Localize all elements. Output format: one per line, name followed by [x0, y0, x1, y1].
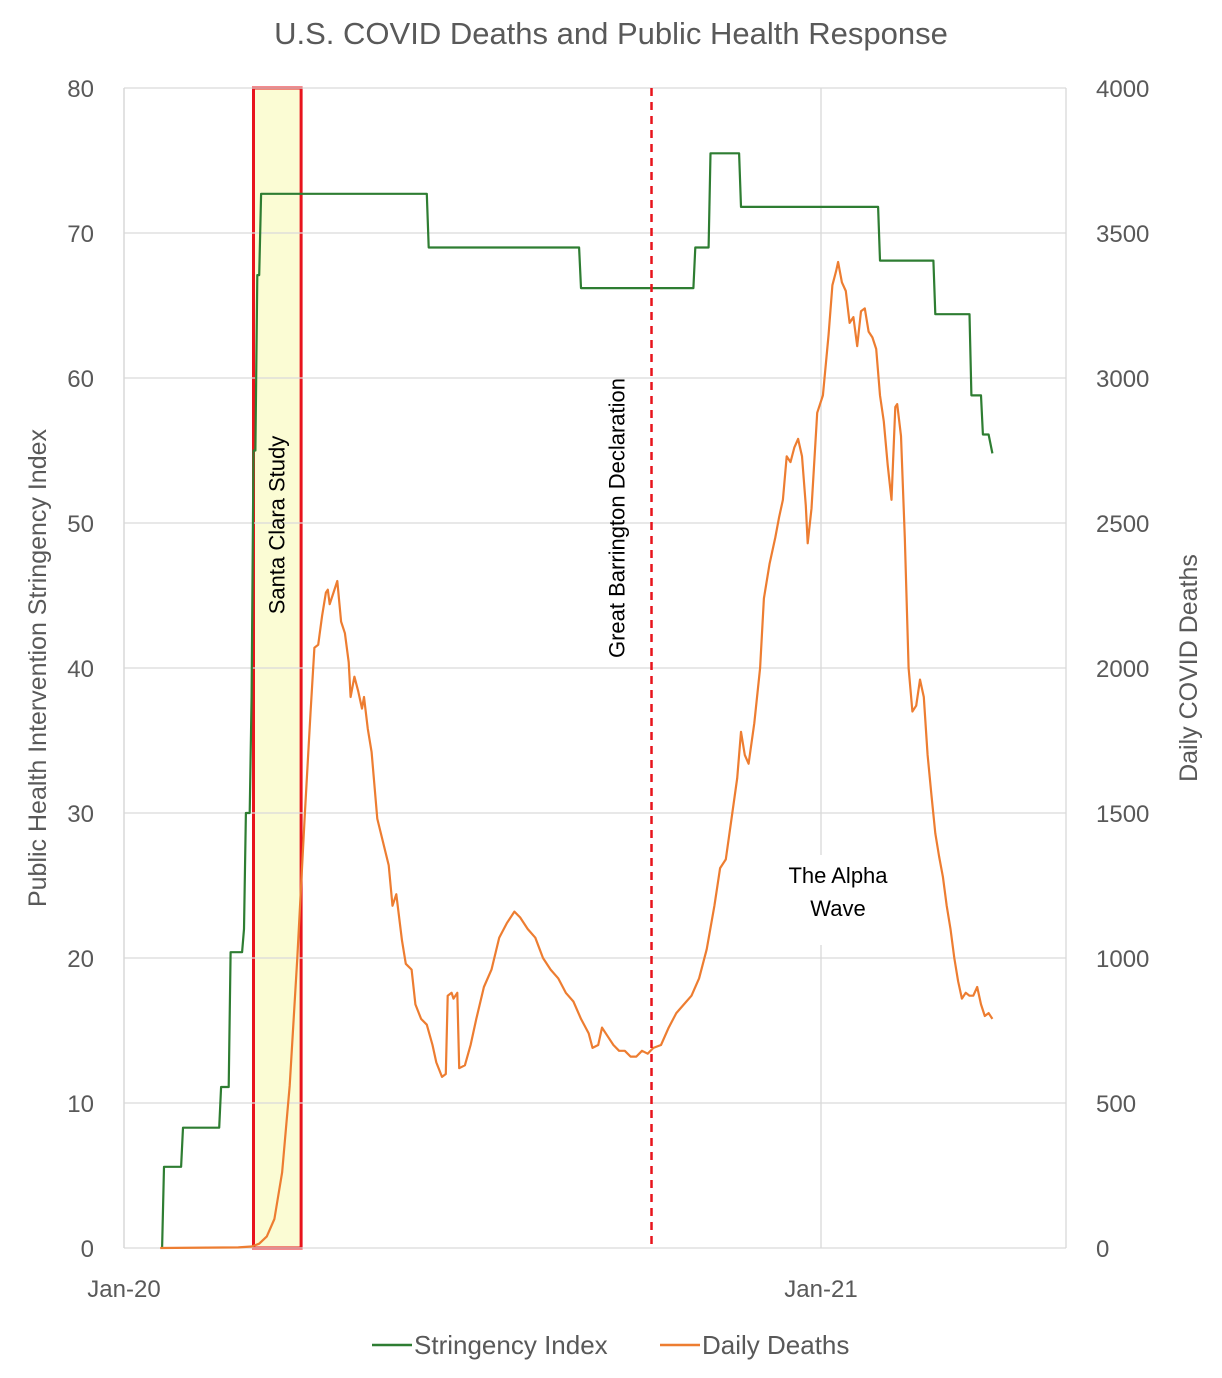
right-tick-label: 1000 — [1096, 946, 1149, 973]
right-tick-label: 2500 — [1096, 511, 1149, 538]
legend: Stringency Index Daily Deaths — [372, 1330, 849, 1360]
left-tick-label: 20 — [67, 946, 94, 973]
x-tick-label: Jan-21 — [784, 1276, 857, 1303]
left-tick-label: 40 — [67, 656, 94, 683]
right-tick-label: 500 — [1096, 1091, 1136, 1118]
left-axis-title: Public Health Intervention Stringency In… — [24, 428, 52, 907]
legend-label-deaths: Daily Deaths — [702, 1330, 849, 1360]
alpha-wave-label: The Alpha Wave — [778, 855, 896, 945]
left-tick-label: 60 — [67, 366, 94, 393]
left-tick-label: 10 — [67, 1091, 94, 1118]
right-tick-label: 4000 — [1096, 76, 1149, 103]
x-axis-ticks: Jan-20 Jan-21 — [87, 1276, 857, 1303]
left-axis-ticks: 0 10 20 30 40 50 60 70 80 — [67, 76, 94, 1263]
chart-title: U.S. COVID Deaths and Public Health Resp… — [274, 16, 948, 51]
legend-label-stringency: Stringency Index — [414, 1330, 608, 1360]
left-tick-label: 0 — [81, 1236, 94, 1263]
x-tick-label: Jan-20 — [87, 1276, 160, 1303]
right-tick-label: 0 — [1096, 1236, 1109, 1263]
left-tick-label: 80 — [67, 76, 94, 103]
stringency-index-line — [161, 152, 994, 1249]
right-tick-label: 1500 — [1096, 801, 1149, 828]
alpha-wave-label-line-1: The Alpha — [788, 863, 888, 888]
right-tick-label: 2000 — [1096, 656, 1149, 683]
santa-clara-study-label: Santa Clara Study — [264, 436, 289, 615]
grid-lines — [123, 87, 1067, 1249]
right-tick-label: 3000 — [1096, 366, 1149, 393]
right-axis-title: Daily COVID Deaths — [1175, 554, 1203, 782]
left-tick-label: 70 — [67, 221, 94, 248]
right-axis-ticks: 0 500 1000 1500 2000 2500 3000 3500 4000 — [1096, 76, 1149, 1263]
right-tick-label: 3500 — [1096, 221, 1149, 248]
alpha-wave-label-background — [778, 855, 896, 945]
daily-deaths-line — [160, 260, 994, 1250]
alpha-wave-label-line-2: Wave — [810, 896, 865, 921]
left-tick-label: 50 — [67, 511, 94, 538]
great-barrington-declaration-label: Great Barrington Declaration — [605, 378, 630, 658]
left-tick-label: 30 — [67, 801, 94, 828]
